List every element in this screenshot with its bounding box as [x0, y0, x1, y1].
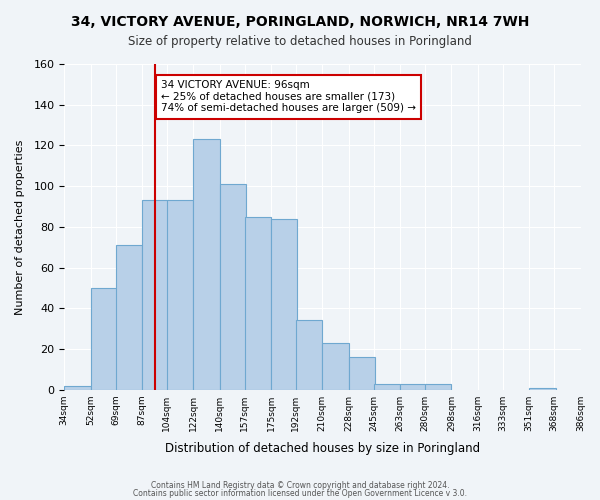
Text: Size of property relative to detached houses in Poringland: Size of property relative to detached ho… — [128, 35, 472, 48]
Bar — [91, 288, 117, 390]
Bar — [64, 386, 91, 390]
Y-axis label: Number of detached properties: Number of detached properties — [15, 139, 25, 314]
Bar — [193, 140, 220, 390]
Text: 34 VICTORY AVENUE: 96sqm
← 25% of detached houses are smaller (173)
74% of semi-: 34 VICTORY AVENUE: 96sqm ← 25% of detach… — [161, 80, 416, 114]
Bar — [142, 200, 169, 390]
Bar — [425, 384, 451, 390]
Bar — [116, 245, 142, 390]
Bar — [167, 200, 193, 390]
Bar — [374, 384, 400, 390]
Text: Contains HM Land Registry data © Crown copyright and database right 2024.: Contains HM Land Registry data © Crown c… — [151, 481, 449, 490]
Bar — [322, 343, 349, 390]
Bar — [245, 216, 271, 390]
X-axis label: Distribution of detached houses by size in Poringland: Distribution of detached houses by size … — [165, 442, 480, 455]
Bar — [400, 384, 427, 390]
Bar — [220, 184, 246, 390]
Text: Contains public sector information licensed under the Open Government Licence v : Contains public sector information licen… — [133, 488, 467, 498]
Bar — [349, 357, 375, 390]
Bar — [271, 218, 298, 390]
Bar — [529, 388, 556, 390]
Text: 34, VICTORY AVENUE, PORINGLAND, NORWICH, NR14 7WH: 34, VICTORY AVENUE, PORINGLAND, NORWICH,… — [71, 15, 529, 29]
Bar — [296, 320, 322, 390]
